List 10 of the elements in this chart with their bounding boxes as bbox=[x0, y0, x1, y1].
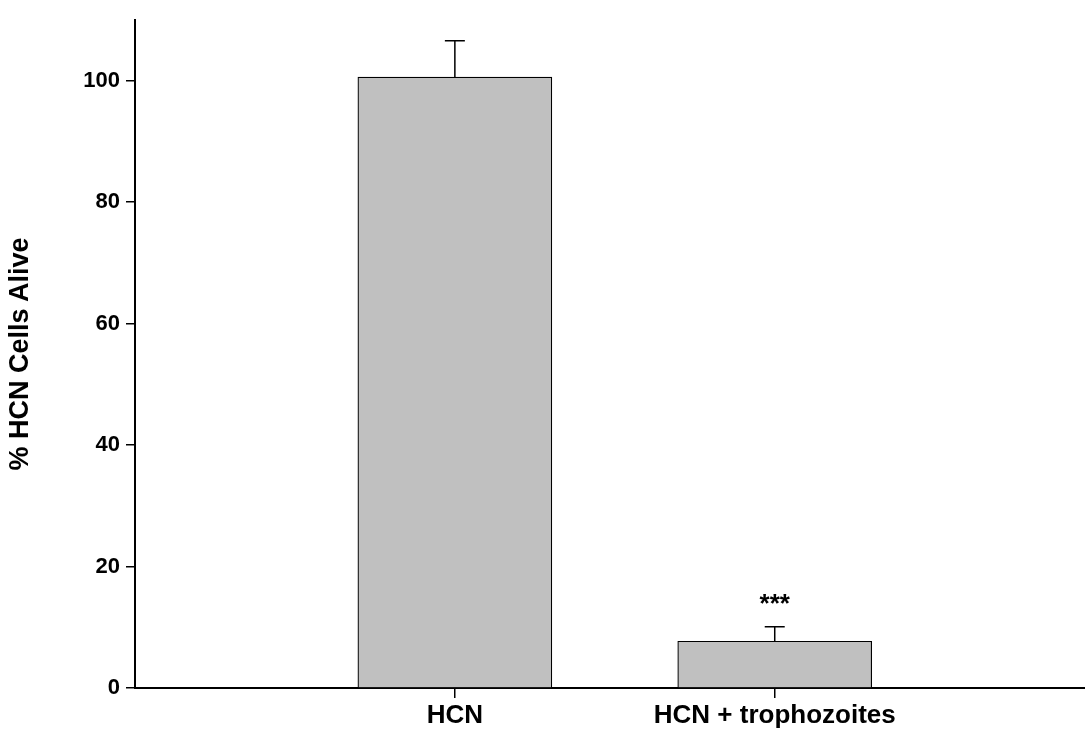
y-tick-label: 0 bbox=[107, 674, 120, 700]
x-tick-label: HCN + trophozoites bbox=[653, 698, 896, 729]
y-axis-title: % HCN Cells Alive bbox=[3, 237, 34, 471]
y-tick-label: 80 bbox=[95, 188, 120, 214]
x-tick-label: HCN bbox=[426, 698, 484, 729]
y-tick-label: 100 bbox=[83, 66, 120, 92]
y-tick-label: 20 bbox=[95, 552, 120, 578]
y-tick-label: 60 bbox=[95, 309, 120, 335]
annotation: *** bbox=[759, 587, 791, 618]
y-tick-label: 40 bbox=[95, 431, 120, 457]
